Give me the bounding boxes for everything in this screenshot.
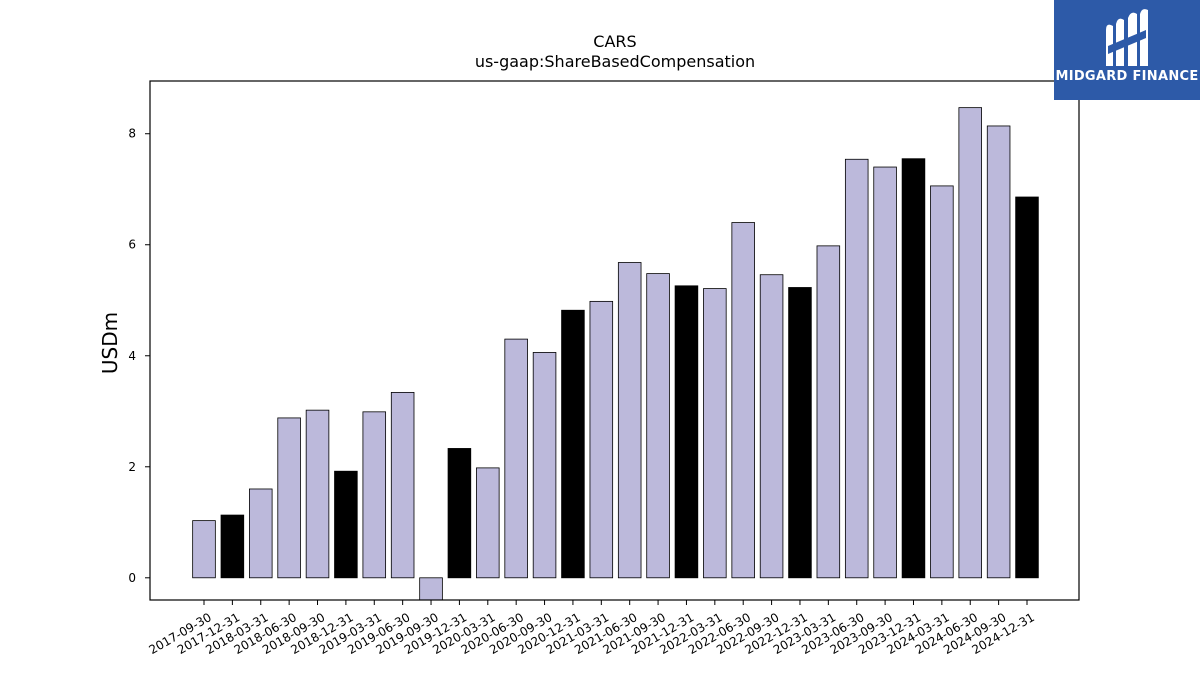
- bar-2024-06-30: [958, 107, 982, 579]
- bar-2021-03-31: [589, 300, 614, 579]
- midgard-logo-icon: [1106, 9, 1148, 67]
- bar-2024-12-31: [1015, 196, 1039, 579]
- chart-subtitle: us-gaap:ShareBasedCompensation: [474, 52, 756, 71]
- bar-2018-12-31: [334, 470, 358, 579]
- y-tick-label: 4: [128, 349, 136, 363]
- bar-2019-06-30: [390, 391, 415, 579]
- bar-2020-12-31: [561, 309, 585, 579]
- bar-2018-06-30: [277, 417, 301, 579]
- chart-title: CARS: [593, 32, 637, 51]
- brand-logo: MIDGARD FINANCE: [1054, 0, 1200, 100]
- bar-2017-09-30: [192, 520, 216, 579]
- bar-2020-09-30: [532, 352, 557, 579]
- bar-2021-09-30: [646, 273, 670, 579]
- bar-2021-06-30: [617, 262, 642, 579]
- bar-2023-12-31: [901, 158, 926, 579]
- bar-2024-03-31: [930, 185, 954, 579]
- bar-2022-03-31: [703, 288, 727, 579]
- y-tick-label: 0: [128, 571, 136, 585]
- y-tick-label: 6: [128, 238, 136, 252]
- x-axis: 2017-09-302017-12-312018-03-312018-06-30…: [146, 600, 1037, 657]
- bar-2023-06-30: [844, 158, 869, 579]
- y-tick-label: 8: [128, 127, 136, 141]
- bar-2022-12-31: [788, 287, 812, 579]
- bar-2021-12-31: [674, 285, 699, 579]
- y-axis: 0 2 4 6 8: [128, 127, 150, 585]
- bar-2017-12-31: [220, 514, 245, 579]
- bars-group: [192, 107, 1039, 601]
- bar-2019-09-30: [419, 577, 443, 601]
- bar-2018-03-31: [249, 488, 273, 579]
- logo-text: MIDGARD FINANCE: [1055, 69, 1199, 84]
- bar-2018-09-30: [305, 409, 330, 579]
- bar-2020-03-31: [476, 467, 500, 579]
- bar-2022-09-30: [759, 274, 784, 579]
- y-tick-label: 2: [128, 460, 136, 474]
- bar-2019-12-31: [447, 448, 472, 579]
- bar-2019-03-31: [362, 411, 387, 579]
- plot-frame: [149, 80, 1080, 601]
- bar-2023-09-30: [873, 166, 897, 579]
- bar-2023-03-31: [816, 245, 841, 579]
- bar-2020-06-30: [504, 338, 528, 579]
- bar-2022-06-30: [731, 222, 755, 579]
- bar-2024-09-30: [986, 125, 1011, 579]
